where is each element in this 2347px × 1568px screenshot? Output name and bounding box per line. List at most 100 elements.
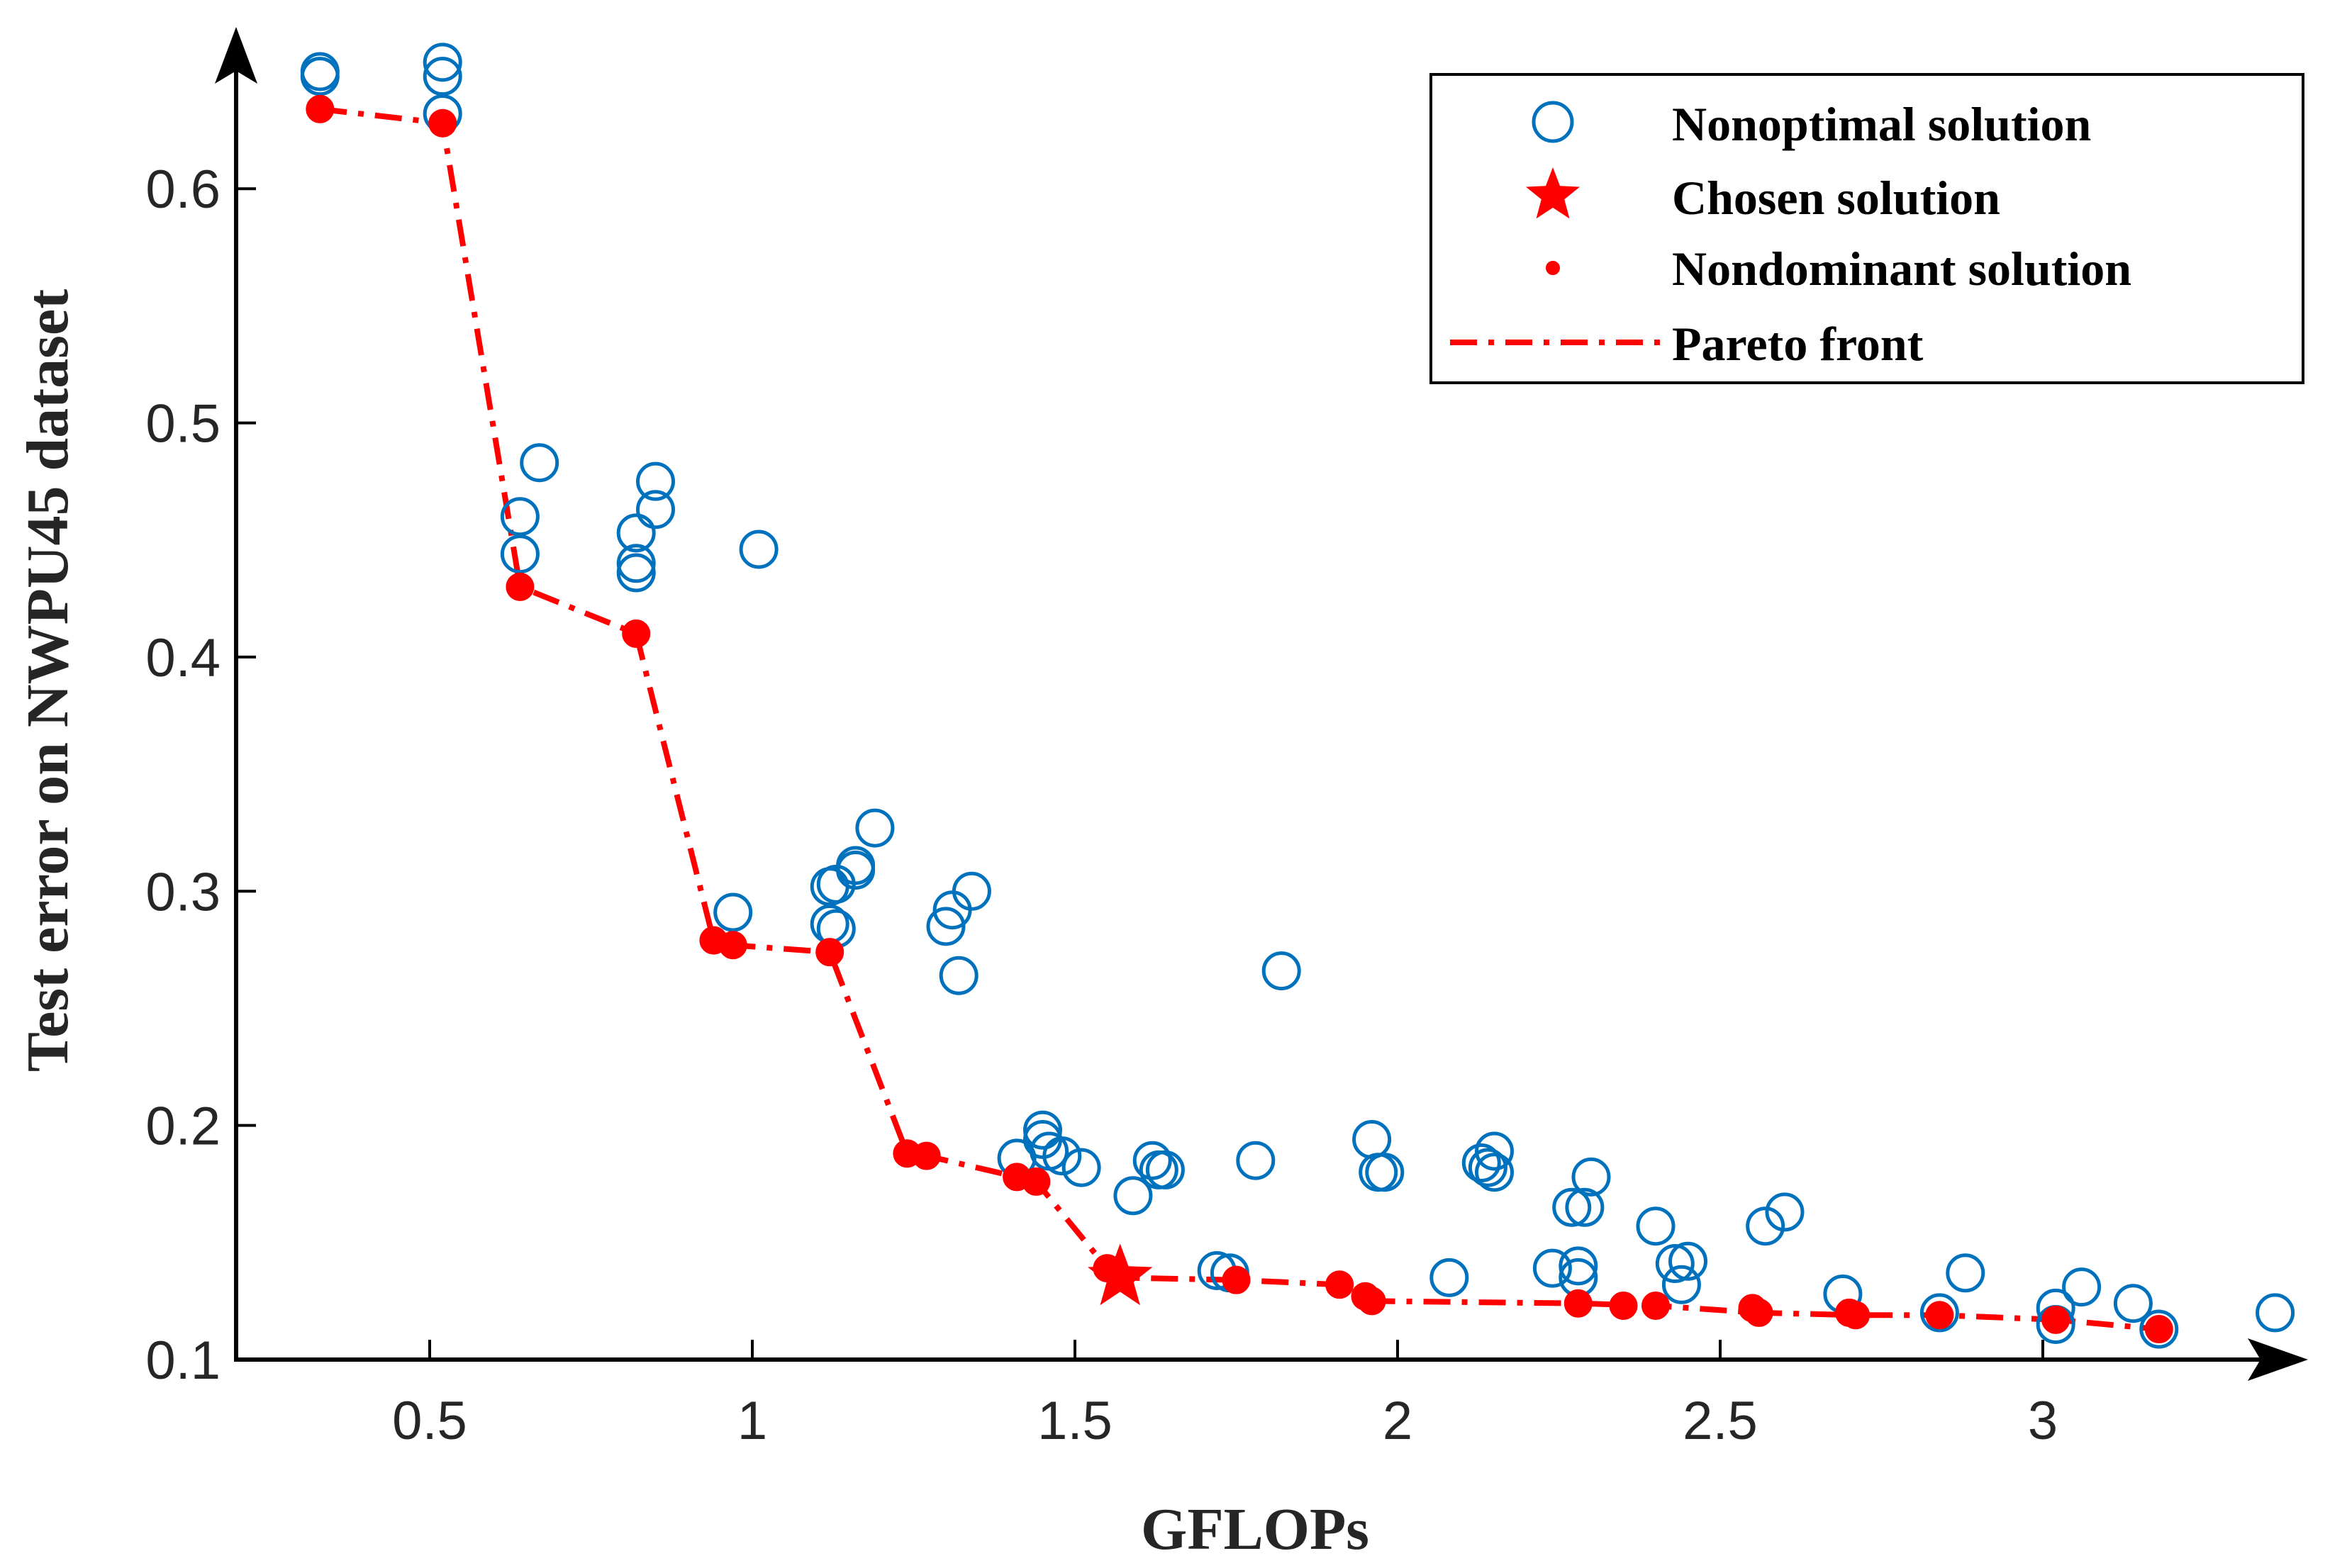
y-tick-label: 0.5 xyxy=(145,394,221,454)
x-tick-label: 3 xyxy=(2028,1391,2058,1451)
nonoptimal-point xyxy=(423,57,462,96)
chosen-point xyxy=(1088,1243,1153,1306)
nondominant-point xyxy=(1744,1298,1773,1327)
legend-chosen-label: Chosen solution xyxy=(1672,171,2000,225)
legend-box xyxy=(1429,73,2304,384)
nondominant-point xyxy=(1022,1167,1051,1196)
nondominant-point xyxy=(622,619,651,648)
nonoptimal-point xyxy=(1475,1131,1514,1171)
nonoptimal-point xyxy=(2256,1293,2295,1333)
nonoptimal-point xyxy=(1042,1136,1082,1176)
nonoptimal-point xyxy=(616,544,656,583)
nonoptimal-point xyxy=(1946,1253,1985,1293)
x-tick-label: 2.5 xyxy=(1683,1391,1758,1451)
nonoptimal-point xyxy=(836,846,876,885)
nonoptimal-point xyxy=(616,553,656,593)
nonoptimal-point xyxy=(1661,1265,1701,1304)
ticks-layer: 0.5 1 1.5 2 2.5 3 0.1 0.2 0.3 0.4 0.5 0.6 xyxy=(145,159,2058,1451)
legend-front-label: Pareto front xyxy=(1672,317,1924,371)
y-tick-label: 0.6 xyxy=(145,159,221,220)
nonoptimal-point xyxy=(1023,1110,1062,1150)
nonoptimal-point xyxy=(1636,1206,1676,1246)
nondominant-point xyxy=(1563,1289,1593,1318)
nonoptimal-point xyxy=(616,513,656,553)
nondominant-point xyxy=(1841,1301,1871,1330)
nonoptimal-point xyxy=(520,443,559,483)
nonoptimal-point xyxy=(1532,1248,1572,1288)
y-tick-label: 0.4 xyxy=(145,628,221,688)
x-tick-label: 2 xyxy=(1383,1391,1412,1451)
nondominant-point xyxy=(2144,1315,2173,1344)
y-tick-label: 0.1 xyxy=(145,1331,221,1391)
legend-nondominant-marker xyxy=(1546,261,1560,275)
x-axis-title: GFLOPs xyxy=(1141,1496,1369,1562)
nonoptimal-point xyxy=(1475,1153,1514,1192)
nonoptimal-point xyxy=(1765,1192,1805,1232)
nonoptimal-point xyxy=(739,530,779,569)
y-tick-label: 0.3 xyxy=(145,862,221,922)
nonoptimal-point xyxy=(636,490,675,530)
nonoptimal-point xyxy=(2113,1284,2153,1323)
nondominant-point xyxy=(506,572,535,601)
y-axis-arrow xyxy=(215,27,257,84)
nonoptimal-point xyxy=(1145,1150,1185,1189)
x-tick-label: 0.5 xyxy=(392,1391,467,1451)
nonoptimal-point xyxy=(1668,1241,1707,1281)
nonoptimal-point xyxy=(1352,1119,1392,1159)
nonoptimal-point xyxy=(926,907,966,946)
nonoptimal-point xyxy=(713,892,753,932)
nonoptimal-point xyxy=(1559,1246,1598,1286)
nonoptimal-point xyxy=(1655,1244,1695,1284)
nonoptimal-point xyxy=(1261,951,1301,991)
nonoptimal-layer xyxy=(300,43,2295,1349)
nonoptimal-point xyxy=(500,497,540,537)
legend-chosen-marker xyxy=(1526,167,1580,219)
nondominant-point xyxy=(1325,1270,1354,1299)
chosen-layer xyxy=(1088,1243,1153,1306)
nonoptimal-point xyxy=(1461,1143,1501,1182)
nondominant-point xyxy=(1357,1287,1386,1316)
nonoptimal-point xyxy=(300,52,340,91)
nonoptimal-point xyxy=(423,43,462,82)
nonoptimal-point xyxy=(1468,1148,1507,1187)
y-axis-title: Test error on NWPU45 dataset xyxy=(15,289,81,1072)
nondominant-point xyxy=(912,1141,941,1170)
nondominant-point xyxy=(815,938,844,967)
nonoptimal-point xyxy=(1113,1176,1153,1216)
nonoptimal-point xyxy=(939,956,979,995)
x-axis-arrow xyxy=(2248,1338,2308,1381)
nonoptimal-point xyxy=(952,871,991,911)
nonoptimal-point xyxy=(500,534,540,574)
nonoptimal-point xyxy=(1919,1293,1959,1333)
axes-layer xyxy=(215,27,2308,1381)
nonoptimal-point xyxy=(2139,1309,2179,1349)
nonoptimal-point xyxy=(1552,1187,1592,1227)
legend-nonoptimal-label: Nonoptimal solution xyxy=(1672,97,2091,151)
nondominant-point xyxy=(1609,1292,1638,1321)
nondominant-point xyxy=(1925,1301,1954,1330)
nonoptimal-point xyxy=(2062,1267,2102,1307)
nondominant-point xyxy=(428,108,457,138)
legend: Nonoptimal solution Chosen solution Nond… xyxy=(1429,73,2304,384)
nonoptimal-point xyxy=(1132,1141,1172,1180)
nondominant-point xyxy=(2041,1305,2070,1334)
legend-nonoptimal-marker xyxy=(1532,101,1574,143)
nonoptimal-point xyxy=(1429,1258,1469,1297)
nondominant-point xyxy=(1641,1292,1670,1321)
nonoptimal-point xyxy=(1061,1148,1101,1187)
nonoptimal-point xyxy=(1365,1153,1405,1192)
nondominant-point xyxy=(306,94,335,123)
nondominant-point xyxy=(1222,1265,1251,1294)
nonoptimal-point xyxy=(1565,1187,1605,1227)
y-tick-label: 0.2 xyxy=(145,1097,221,1157)
nonoptimal-point xyxy=(636,461,675,501)
nonoptimal-point xyxy=(1746,1206,1785,1246)
nonoptimal-point xyxy=(1236,1141,1276,1180)
nonoptimal-point xyxy=(1571,1157,1611,1197)
x-tick-label: 1 xyxy=(737,1391,767,1451)
x-tick-label: 1.5 xyxy=(1037,1391,1113,1451)
nondominant-point xyxy=(718,931,747,960)
nonoptimal-point xyxy=(855,808,895,848)
legend-nondominant-label: Nondominant solution xyxy=(1672,242,2131,296)
